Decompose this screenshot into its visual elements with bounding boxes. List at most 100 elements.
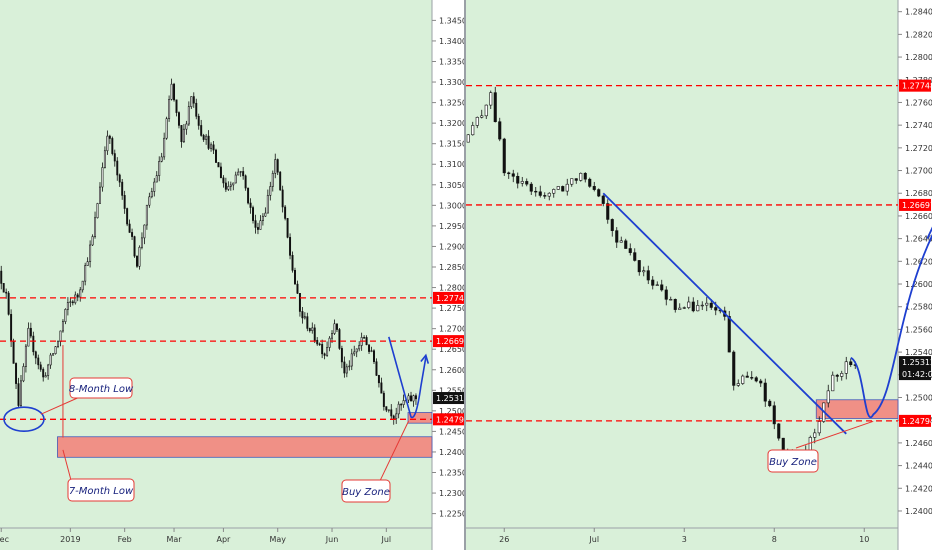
candle-down (2, 283, 5, 293)
candle-down (42, 369, 45, 378)
y-tick-label: 1.28500 (439, 263, 466, 272)
left-chart-pane[interactable]: 1.34500 1.34000 1.33500 1.33000 1.32500 1.320… (0, 0, 466, 550)
low-circle-annotation[interactable] (3, 406, 45, 432)
candle-down (207, 135, 210, 149)
left-candlestick-chart[interactable]: 1.34500 1.34000 1.33500 1.33000 1.32500 1.320… (0, 0, 466, 550)
candle-down (610, 219, 614, 231)
y-tick-label: 1.28400 (905, 8, 932, 17)
candle-down (493, 92, 497, 123)
y-tick-label: 1.30000 (439, 201, 466, 210)
candle-up (358, 345, 361, 350)
candle-up (59, 330, 62, 342)
candle-down (133, 236, 136, 257)
y-tick-label: 1.32000 (439, 119, 466, 128)
projection-path[interactable] (850, 227, 932, 419)
candle-up (813, 432, 817, 438)
candle-down (772, 405, 776, 425)
candle-up (237, 171, 240, 176)
y-tick-label: 1.23000 (439, 489, 466, 498)
candle-down (256, 227, 259, 230)
candle-down (308, 328, 311, 331)
level-price-label: 1.24794 (902, 417, 932, 426)
candle-down (247, 187, 250, 204)
y-tick-label: 1.24000 (905, 507, 932, 516)
candle-down (281, 189, 284, 208)
candle-down (7, 292, 10, 315)
candle-down (37, 357, 40, 366)
candle-up (552, 189, 556, 194)
candle-down (192, 96, 195, 104)
level-price-label: 1.26697 (902, 201, 932, 210)
candle-down (365, 337, 368, 346)
candle-down (301, 311, 304, 319)
candle-down (291, 255, 294, 271)
y-tick-label: 1.26000 (905, 280, 932, 289)
right-chart-pane[interactable]: 1.284001.282001.280001.278001.276001.274… (466, 0, 932, 550)
right-candlestick-chart[interactable]: 1.284001.282001.280001.278001.276001.274… (466, 0, 932, 550)
level-price-label: 1.26697 (436, 337, 466, 346)
candle-up (475, 116, 479, 126)
y-tick-label: 1.28200 (905, 30, 932, 39)
candle-down (249, 202, 252, 208)
candle-down (254, 220, 257, 228)
trend-line[interactable] (602, 192, 847, 435)
candle-down (628, 248, 632, 253)
last-price-label: 1.25312 (436, 394, 466, 403)
candle-down (691, 301, 695, 312)
candle-up (20, 380, 22, 406)
buy-zone-rect[interactable] (815, 399, 899, 419)
candle-up (49, 354, 52, 366)
y-tick-label: 1.25800 (905, 303, 932, 312)
candle-up (86, 261, 89, 266)
candle-down (118, 174, 121, 183)
candle-up (264, 212, 267, 217)
y-tick-label: 1.25500 (439, 386, 466, 395)
y-tick-label: 1.24500 (439, 427, 466, 436)
candle-up (471, 125, 475, 136)
candle-down (561, 186, 565, 192)
candle-down (410, 395, 412, 402)
candle-down (380, 382, 383, 394)
candle-up (844, 361, 848, 374)
candle-up (158, 161, 161, 176)
x-tick-label: 10 (859, 535, 869, 544)
pane-divider[interactable] (464, 0, 466, 550)
candle-down (296, 283, 299, 294)
candle-down (543, 195, 547, 197)
candle-up (353, 351, 356, 355)
candle-up (348, 365, 351, 368)
candle-up (210, 144, 213, 149)
y-tick-label: 1.33500 (439, 57, 466, 66)
last-price-tag (433, 392, 465, 405)
level-price-tag (433, 335, 465, 348)
candle-up (619, 240, 623, 243)
candle-up (466, 134, 470, 143)
level-price-tag (433, 413, 465, 426)
candle-down (597, 189, 601, 197)
candle-down (368, 344, 371, 352)
candle-up (153, 181, 156, 192)
y-tick-label: 1.24000 (439, 448, 466, 457)
y-tick-label: 1.24400 (905, 462, 932, 471)
candle-down (507, 172, 511, 175)
y-tick-label: 1.26400 (905, 235, 932, 244)
candle-down (373, 350, 375, 363)
candle-down (606, 203, 610, 220)
buy-zone-rect[interactable] (57, 436, 433, 458)
candle-up (96, 203, 99, 219)
candle-down (224, 182, 227, 190)
candle-up (27, 327, 30, 347)
x-tick-label: 26 (499, 535, 509, 544)
y-tick-label: 1.28000 (439, 284, 466, 293)
candle-down (244, 175, 247, 189)
candle-down (113, 153, 116, 162)
candle-down (39, 364, 42, 370)
candle-up (185, 123, 188, 130)
projection-path[interactable] (388, 336, 427, 419)
buy-zone-rect[interactable] (407, 412, 433, 424)
candle-up (182, 128, 185, 143)
candle-down (754, 377, 758, 382)
candle-up (57, 341, 59, 347)
arrowhead (420, 353, 430, 364)
y-tick-label: 1.27200 (905, 144, 932, 153)
